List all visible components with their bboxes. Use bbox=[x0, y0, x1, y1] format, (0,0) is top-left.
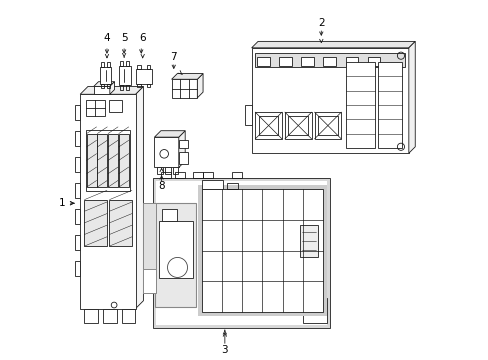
Bar bbox=[80, 94, 135, 309]
Bar bbox=[323, 58, 335, 66]
Bar bbox=[84, 200, 107, 246]
Bar bbox=[201, 189, 323, 312]
Bar bbox=[160, 172, 170, 178]
Bar bbox=[301, 58, 313, 66]
Polygon shape bbox=[197, 73, 203, 98]
Polygon shape bbox=[251, 41, 414, 48]
Bar bbox=[86, 134, 97, 187]
Bar bbox=[75, 105, 80, 120]
Bar bbox=[201, 180, 223, 189]
Bar bbox=[85, 130, 130, 191]
Bar bbox=[94, 86, 110, 94]
Bar bbox=[154, 137, 179, 167]
Bar bbox=[255, 53, 405, 67]
Bar bbox=[231, 172, 242, 178]
Bar bbox=[143, 203, 156, 293]
Bar bbox=[100, 67, 111, 84]
Bar bbox=[137, 64, 140, 68]
Bar bbox=[303, 298, 326, 323]
Bar bbox=[257, 58, 269, 66]
Bar bbox=[153, 178, 329, 328]
Bar bbox=[136, 68, 151, 84]
Bar bbox=[125, 85, 129, 90]
Bar bbox=[109, 200, 132, 246]
Text: 2: 2 bbox=[317, 18, 324, 28]
Bar bbox=[143, 269, 156, 293]
Bar bbox=[120, 85, 123, 90]
Bar bbox=[251, 48, 408, 153]
Bar bbox=[165, 167, 170, 174]
Bar bbox=[378, 62, 401, 148]
Polygon shape bbox=[135, 86, 143, 309]
Bar bbox=[108, 134, 118, 187]
Bar bbox=[244, 105, 251, 125]
Bar bbox=[299, 189, 321, 217]
Bar bbox=[125, 61, 129, 66]
Bar bbox=[227, 183, 238, 189]
Bar bbox=[346, 62, 374, 148]
Bar bbox=[198, 185, 326, 316]
Bar bbox=[75, 183, 80, 198]
Bar bbox=[367, 58, 380, 66]
Bar bbox=[147, 84, 150, 87]
Bar bbox=[314, 112, 341, 139]
Bar bbox=[85, 100, 105, 116]
Bar bbox=[285, 112, 311, 139]
Bar bbox=[175, 172, 184, 178]
Text: 6: 6 bbox=[139, 33, 146, 43]
Bar bbox=[258, 116, 278, 135]
Bar bbox=[171, 79, 197, 98]
Text: 8: 8 bbox=[158, 181, 164, 191]
Polygon shape bbox=[179, 131, 185, 167]
Bar bbox=[137, 84, 140, 87]
Bar bbox=[173, 167, 178, 174]
Text: 3: 3 bbox=[221, 345, 228, 355]
Bar bbox=[122, 309, 135, 323]
Bar bbox=[119, 134, 128, 187]
Bar bbox=[97, 134, 107, 187]
Bar bbox=[119, 66, 130, 85]
Bar bbox=[75, 261, 80, 276]
Polygon shape bbox=[171, 73, 203, 79]
Bar bbox=[75, 209, 80, 224]
Bar bbox=[159, 221, 192, 278]
Bar bbox=[203, 172, 213, 178]
Bar bbox=[75, 235, 80, 250]
Bar bbox=[101, 84, 104, 88]
Bar bbox=[75, 157, 80, 172]
Bar bbox=[106, 62, 110, 67]
Bar bbox=[156, 181, 326, 325]
Bar bbox=[101, 62, 104, 67]
Text: 5: 5 bbox=[121, 33, 127, 43]
Bar bbox=[106, 84, 110, 88]
Bar bbox=[345, 58, 357, 66]
Bar bbox=[192, 172, 203, 178]
Bar bbox=[179, 153, 187, 164]
Polygon shape bbox=[408, 41, 414, 153]
Bar bbox=[279, 58, 291, 66]
Text: 1: 1 bbox=[59, 198, 66, 208]
Bar bbox=[84, 309, 98, 323]
Bar bbox=[155, 203, 196, 307]
Bar bbox=[120, 61, 123, 66]
Text: 7: 7 bbox=[170, 52, 177, 62]
Bar bbox=[255, 112, 282, 139]
Polygon shape bbox=[94, 82, 114, 86]
Bar bbox=[157, 167, 163, 174]
Bar bbox=[251, 48, 408, 153]
Bar bbox=[109, 100, 122, 112]
Bar bbox=[153, 178, 329, 328]
Polygon shape bbox=[154, 131, 185, 137]
Polygon shape bbox=[110, 82, 114, 94]
Bar bbox=[147, 64, 150, 68]
Polygon shape bbox=[80, 86, 143, 94]
Bar bbox=[299, 225, 317, 257]
Bar bbox=[179, 140, 187, 148]
Bar bbox=[162, 208, 176, 221]
Text: 4: 4 bbox=[103, 33, 110, 43]
Bar bbox=[75, 131, 80, 146]
Bar bbox=[317, 116, 337, 135]
Bar bbox=[103, 309, 116, 323]
Bar bbox=[288, 116, 307, 135]
